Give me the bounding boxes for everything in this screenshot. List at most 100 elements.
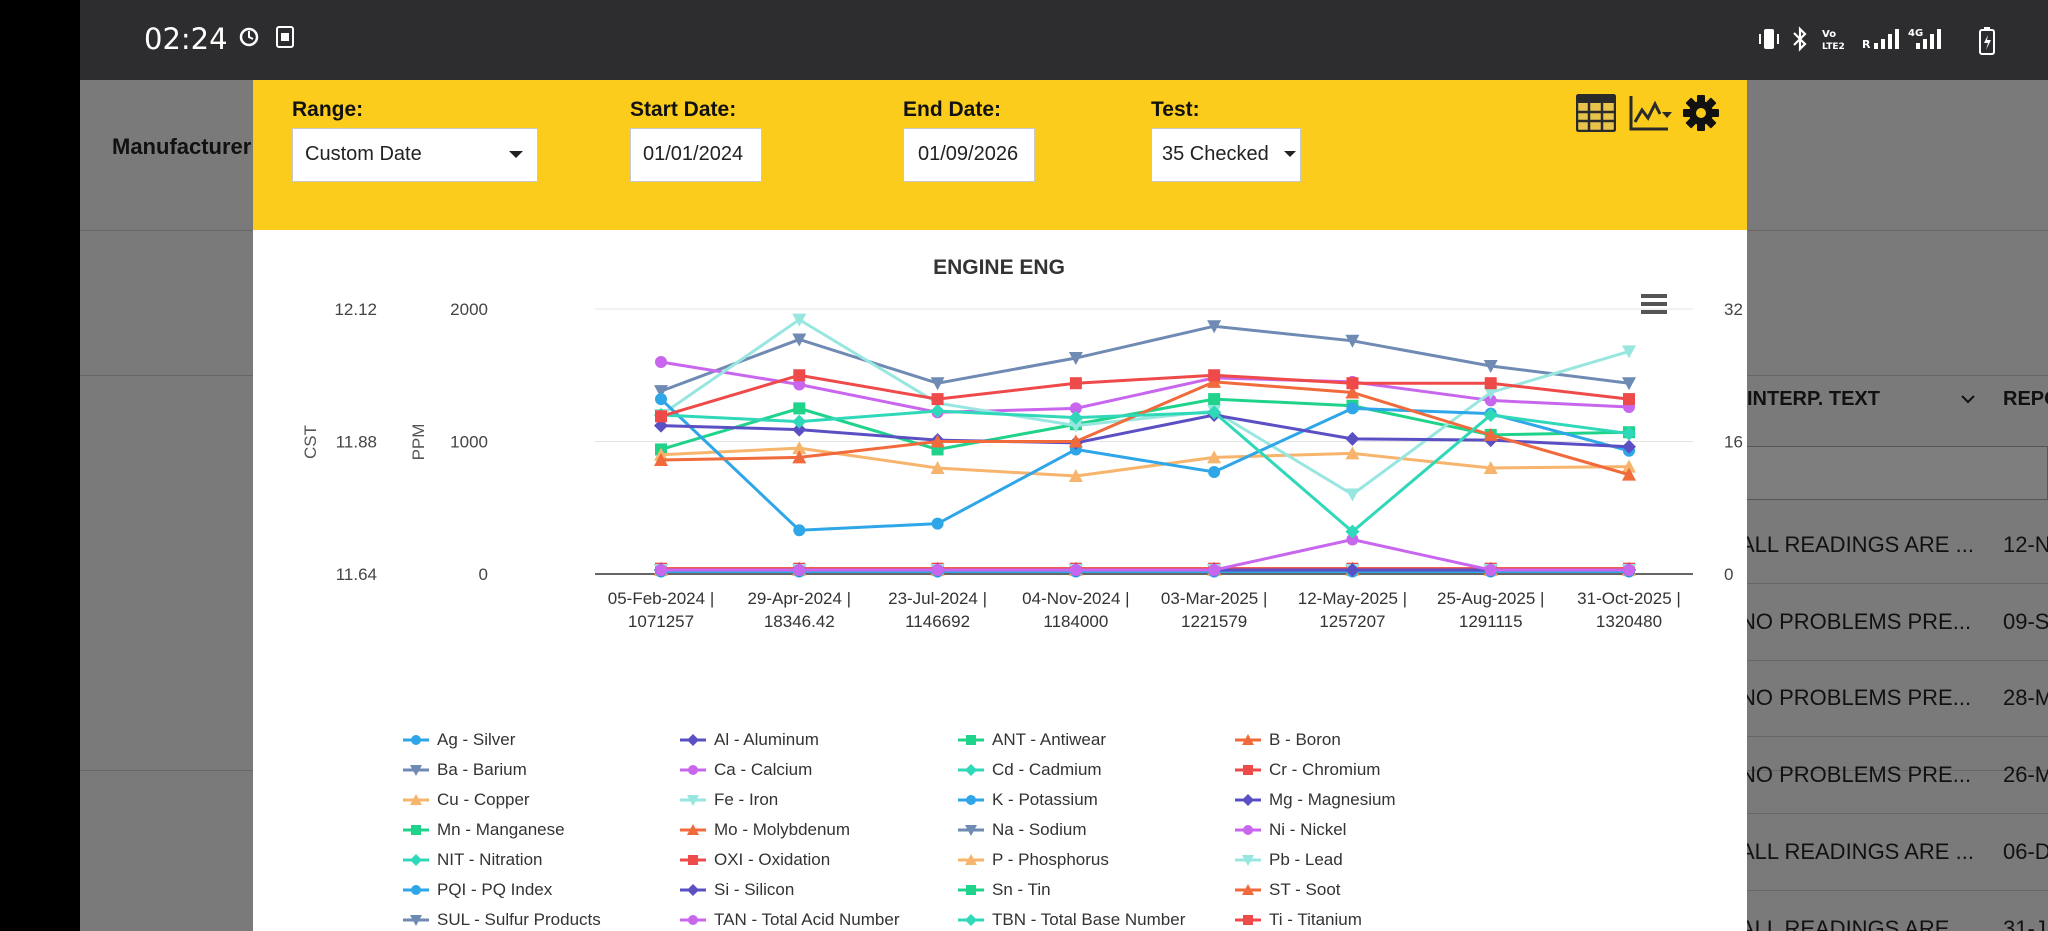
data-point[interactable] xyxy=(1207,320,1222,334)
chart-type-icon[interactable] xyxy=(1628,94,1674,137)
legend-item[interactable]: Cu - Copper xyxy=(403,790,530,810)
data-point[interactable] xyxy=(792,414,807,429)
data-point[interactable] xyxy=(792,313,807,327)
legend-item[interactable]: NIT - Nitration xyxy=(403,850,543,870)
data-point[interactable] xyxy=(655,393,667,406)
data-point[interactable] xyxy=(1622,439,1636,454)
data-point[interactable] xyxy=(1242,884,1254,895)
data-point[interactable] xyxy=(930,461,945,474)
table-row[interactable]: NO PROBLEMS PRE... 28-M xyxy=(1740,661,2048,737)
legend-item[interactable]: Na - Sodium xyxy=(958,820,1086,840)
table-icon[interactable] xyxy=(1575,93,1617,137)
range-select[interactable]: Custom Date xyxy=(292,128,538,182)
data-point[interactable] xyxy=(1345,334,1360,348)
data-point[interactable] xyxy=(654,385,668,399)
data-point[interactable] xyxy=(966,795,976,805)
data-point[interactable] xyxy=(1346,533,1359,546)
data-point[interactable] xyxy=(1346,377,1359,390)
data-point[interactable] xyxy=(965,914,977,926)
table-row[interactable]: NO PROBLEMS PRE... 09-S xyxy=(1740,585,2048,661)
data-point[interactable] xyxy=(1243,765,1253,775)
data-point[interactable] xyxy=(793,402,806,415)
data-point[interactable] xyxy=(1068,410,1083,425)
legend-item[interactable]: B - Boron xyxy=(1235,730,1341,750)
data-point[interactable] xyxy=(687,734,699,746)
data-point[interactable] xyxy=(931,393,944,406)
legend-item[interactable]: Pb - Lead xyxy=(1235,850,1343,870)
data-point[interactable] xyxy=(1069,402,1082,415)
data-point[interactable] xyxy=(1483,359,1498,373)
data-point[interactable] xyxy=(1068,352,1083,366)
data-point[interactable] xyxy=(792,441,807,455)
data-point[interactable] xyxy=(1622,459,1636,473)
data-point[interactable] xyxy=(1623,564,1635,577)
data-point[interactable] xyxy=(688,855,698,865)
data-point[interactable] xyxy=(931,517,944,530)
data-point[interactable] xyxy=(1484,564,1497,577)
data-point[interactable] xyxy=(687,884,699,896)
chevron-down-icon[interactable] xyxy=(1960,388,1976,411)
data-point[interactable] xyxy=(411,825,421,835)
data-point[interactable] xyxy=(688,765,698,775)
data-point[interactable] xyxy=(965,854,977,865)
legend-item[interactable]: K - Potassium xyxy=(958,790,1098,810)
data-point[interactable] xyxy=(793,524,806,537)
data-point[interactable] xyxy=(1345,488,1360,502)
data-point[interactable] xyxy=(1068,434,1083,448)
data-point[interactable] xyxy=(1068,468,1083,482)
data-point[interactable] xyxy=(1243,825,1253,835)
interp-text-header[interactable]: INTERP. TEXT xyxy=(1747,388,1880,410)
data-point[interactable] xyxy=(793,369,806,382)
data-point[interactable] xyxy=(1242,794,1254,806)
legend-item[interactable]: SUL - Sulfur Products xyxy=(403,910,601,930)
table-row[interactable]: ALL READINGS ARE ... 31-J xyxy=(1740,892,2048,931)
data-point[interactable] xyxy=(1069,564,1082,577)
data-point[interactable] xyxy=(1208,564,1221,577)
data-point[interactable] xyxy=(687,795,699,806)
legend-item[interactable]: TAN - Total Acid Number xyxy=(680,910,900,930)
data-point[interactable] xyxy=(1622,426,1636,441)
end-date-input[interactable]: 01/09/2026 xyxy=(903,128,1035,182)
data-point[interactable] xyxy=(1208,369,1221,382)
legend-item[interactable]: Ca - Calcium xyxy=(680,760,812,780)
data-point[interactable] xyxy=(1623,393,1635,406)
legend-item[interactable]: OXI - Oxidation xyxy=(680,850,830,870)
data-point[interactable] xyxy=(1068,419,1083,433)
data-point[interactable] xyxy=(1483,408,1498,422)
legend-item[interactable]: Ni - Nickel xyxy=(1235,820,1346,840)
data-point[interactable] xyxy=(793,378,806,391)
data-point[interactable] xyxy=(930,377,945,391)
data-point[interactable] xyxy=(930,434,945,448)
data-point[interactable] xyxy=(654,453,668,467)
legend-item[interactable]: Sn - Tin xyxy=(958,880,1051,900)
data-point[interactable] xyxy=(688,915,698,925)
data-point[interactable] xyxy=(1483,461,1498,474)
legend-item[interactable]: Mg - Magnesium xyxy=(1235,790,1396,810)
data-point[interactable] xyxy=(965,825,977,836)
table-row[interactable]: NO PROBLEMS PRE... 26-M xyxy=(1740,738,2048,814)
data-point[interactable] xyxy=(411,735,421,745)
data-point[interactable] xyxy=(1243,915,1253,925)
legend-item[interactable]: TBN - Total Base Number xyxy=(958,910,1185,930)
legend-item[interactable]: Ag - Silver xyxy=(403,730,515,750)
data-point[interactable] xyxy=(792,422,807,437)
legend-item[interactable]: ANT - Antiwear xyxy=(958,730,1106,750)
data-point[interactable] xyxy=(1207,450,1222,464)
legend-item[interactable]: Si - Silicon xyxy=(680,880,794,900)
data-point[interactable] xyxy=(1483,386,1498,400)
test-select[interactable]: 35 Checked xyxy=(1151,128,1301,182)
legend-item[interactable]: PQI - PQ Index xyxy=(403,880,552,900)
data-point[interactable] xyxy=(1208,393,1221,406)
data-point[interactable] xyxy=(1345,446,1360,460)
data-point[interactable] xyxy=(1242,855,1254,866)
data-point[interactable] xyxy=(410,794,422,805)
data-point[interactable] xyxy=(411,885,421,895)
data-point[interactable] xyxy=(792,450,807,464)
data-point[interactable] xyxy=(1622,467,1636,481)
data-point[interactable] xyxy=(1208,465,1221,478)
data-point[interactable] xyxy=(1345,385,1360,399)
legend-item[interactable]: Al - Aluminum xyxy=(680,730,819,750)
table-row[interactable]: ALL READINGS ARE ... 06-D xyxy=(1740,815,2048,891)
legend-item[interactable]: P - Phosphorus xyxy=(958,850,1109,870)
report-header[interactable]: REPO xyxy=(2003,388,2048,410)
